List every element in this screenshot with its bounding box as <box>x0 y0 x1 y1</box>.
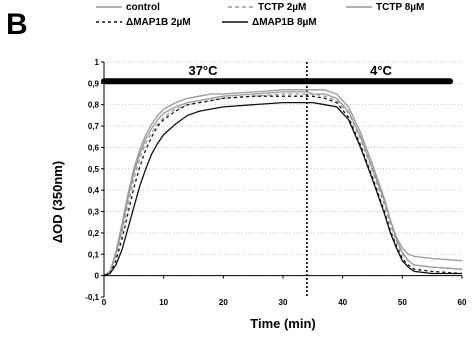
legend-item-3: ΔMAP1B 2µM <box>96 17 191 28</box>
y-tick-label: -0,1 <box>85 293 99 302</box>
y-tick-label: 0,6 <box>88 143 100 152</box>
series-layer <box>103 89 463 277</box>
x-tick-label: 50 <box>398 298 407 307</box>
y-tick-label: 0,4 <box>88 186 100 195</box>
series-line-2 <box>103 89 463 277</box>
y-tick-label: 0,9 <box>88 79 100 88</box>
y-tick-label: 0,5 <box>88 165 100 174</box>
y-tick-label: 1 <box>95 58 100 67</box>
temperature-label-4c: 4°C <box>370 63 392 78</box>
axis-layer: -0,100,10,20,30,40,50,60,70,80,910 10 20 30… <box>85 58 467 307</box>
x-tick-label: 60 <box>458 298 467 307</box>
legend-item-1: TCTP 2µM <box>228 2 306 13</box>
legend: control TCTP 2µM TCTP 8µM ΔMAP1B 2µM ΔMAP1B … <box>96 2 424 28</box>
x-axis-title: Time (min) <box>250 316 316 331</box>
y-tick-label: 0,7 <box>88 122 100 131</box>
x-tick-label: 10 <box>159 298 168 307</box>
series-line-1 <box>103 93 463 277</box>
temperature-label-37c: 37°C <box>188 63 218 78</box>
legend-item-2: TCTP 8µM <box>346 2 424 13</box>
y-tick-label: 0,1 <box>88 250 100 259</box>
series-line-3 <box>103 95 463 277</box>
panel-label: B <box>6 8 28 41</box>
legend-label: TCTP 2µM <box>258 2 306 13</box>
x-tick-label: 0 <box>102 298 107 307</box>
legend-label: ΔMAP1B 2µM <box>126 17 191 28</box>
legend-label: control <box>126 2 160 13</box>
legend-label: TCTP 8µM <box>376 2 424 13</box>
x-tick-label: 40 <box>338 298 347 307</box>
x-tick-label: 20 <box>219 298 228 307</box>
y-tick-label: 0,3 <box>88 208 100 217</box>
y-tick-label: 0,2 <box>88 229 100 238</box>
temperature-bar-layer <box>101 62 454 297</box>
y-tick-label: 0 <box>95 272 100 281</box>
legend-item-4: ΔMAP1B 8µM <box>222 17 317 28</box>
legend-label: ΔMAP1B 8µM <box>252 17 317 28</box>
series-line-4 <box>103 101 462 277</box>
series-line-0 <box>103 91 463 277</box>
legend-item-0: control <box>96 2 160 13</box>
y-axis-title: ΔOD (350nm) <box>50 161 65 243</box>
y-tick-label: 0,8 <box>88 101 100 110</box>
x-tick-label: 30 <box>279 298 288 307</box>
